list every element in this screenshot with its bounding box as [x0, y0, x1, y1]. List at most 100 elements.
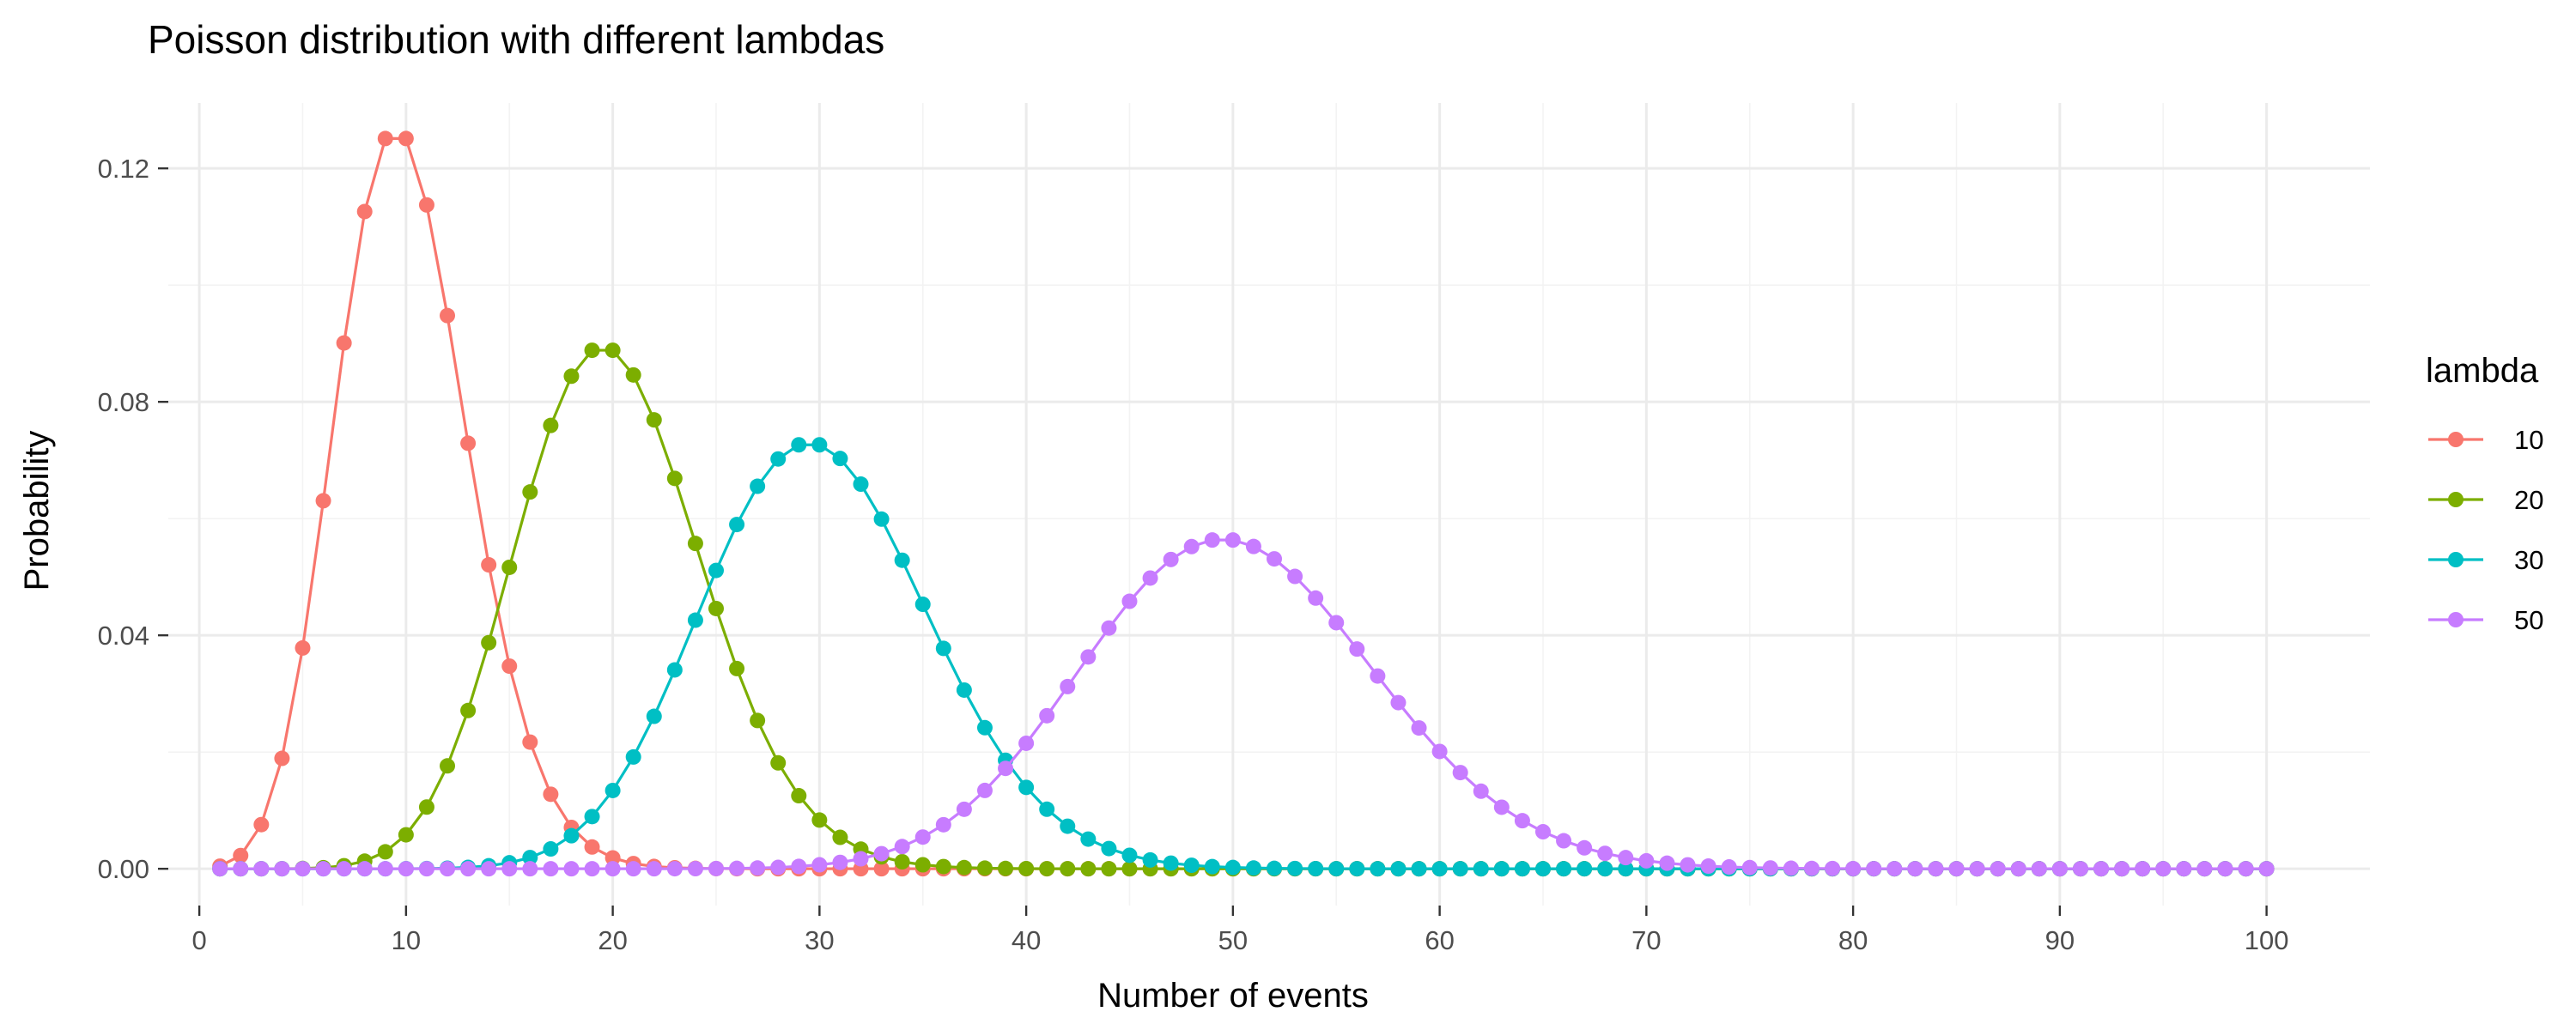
- data-point-lambda-30: [894, 552, 910, 568]
- data-point-lambda-50: [1948, 861, 1965, 877]
- data-point-lambda-50: [1267, 551, 1283, 567]
- data-point-lambda-10: [356, 203, 373, 220]
- data-point-lambda-20: [1060, 861, 1076, 877]
- data-point-lambda-50: [1018, 735, 1035, 751]
- x-tick-label: 100: [2245, 925, 2289, 955]
- data-point-lambda-20: [770, 754, 787, 771]
- chart-title: Poisson distribution with different lamb…: [148, 17, 884, 62]
- data-point-lambda-50: [1783, 860, 1799, 876]
- data-point-lambda-30: [873, 511, 890, 527]
- x-tick-label: 10: [392, 925, 421, 955]
- y-tick-label: 0.12: [98, 154, 149, 184]
- data-point-lambda-50: [1390, 694, 1406, 711]
- data-point-lambda-50: [894, 839, 910, 855]
- data-point-lambda-20: [440, 758, 456, 774]
- data-point-lambda-10: [522, 734, 538, 750]
- x-tick-label: 70: [1631, 925, 1661, 955]
- data-point-lambda-50: [315, 861, 331, 877]
- legend-label: 30: [2514, 545, 2543, 575]
- data-point-lambda-50: [832, 854, 848, 870]
- data-point-lambda-50: [1452, 765, 1468, 781]
- data-point-lambda-20: [998, 860, 1014, 876]
- y-tick-label: 0.08: [98, 387, 149, 417]
- data-point-lambda-10: [398, 130, 414, 147]
- data-point-lambda-30: [1080, 831, 1097, 847]
- data-point-lambda-30: [1142, 851, 1158, 868]
- x-tick-label: 80: [1838, 925, 1868, 955]
- data-point-lambda-30: [1121, 847, 1138, 863]
- data-point-lambda-20: [666, 470, 683, 487]
- data-point-lambda-10: [295, 639, 311, 656]
- data-point-lambda-30: [563, 827, 580, 844]
- data-point-lambda-50: [398, 861, 414, 877]
- data-point-lambda-50: [1845, 861, 1862, 877]
- data-point-lambda-50: [377, 861, 393, 877]
- data-point-lambda-10: [253, 816, 270, 833]
- data-point-lambda-50: [274, 861, 290, 877]
- data-point-lambda-10: [501, 658, 518, 675]
- data-point-lambda-50: [687, 861, 703, 877]
- axis-ticks: 0 10 20 30 40 50 60 70 80 90 100 0.00 0.04 0.08 0.12: [98, 154, 2289, 955]
- data-point-lambda-30: [708, 562, 724, 579]
- data-point-lambda-50: [522, 861, 538, 877]
- data-point-lambda-50: [935, 816, 951, 833]
- legend-key-point: [2448, 432, 2464, 447]
- x-tick-label: 40: [1012, 925, 1041, 955]
- data-point-lambda-50: [1990, 861, 2006, 877]
- x-tick-label: 50: [1218, 925, 1248, 955]
- data-point-lambda-30: [1349, 861, 1365, 877]
- data-point-lambda-10: [315, 493, 331, 509]
- data-point-lambda-50: [1493, 799, 1510, 815]
- data-point-lambda-20: [377, 844, 393, 860]
- data-point-lambda-50: [1535, 824, 1551, 840]
- data-point-lambda-50: [2051, 861, 2068, 877]
- series-lambda-50: [212, 532, 2275, 877]
- data-point-lambda-30: [584, 809, 600, 825]
- data-point-lambda-50: [1825, 860, 1841, 876]
- data-point-lambda-50: [1473, 783, 1489, 799]
- data-point-lambda-20: [605, 342, 621, 359]
- data-point-lambda-50: [543, 861, 559, 877]
- data-point-lambda-50: [418, 861, 434, 877]
- legend-title: lambda: [2426, 352, 2539, 390]
- data-point-lambda-30: [976, 719, 993, 736]
- data-point-lambda-50: [1039, 707, 1055, 724]
- data-point-lambda-20: [418, 799, 434, 815]
- data-point-lambda-50: [501, 861, 518, 877]
- data-point-lambda-50: [1638, 852, 1655, 869]
- data-point-lambda-20: [1121, 861, 1138, 877]
- series-lambda-30: [212, 437, 2275, 877]
- data-point-lambda-50: [976, 782, 993, 798]
- data-point-lambda-30: [832, 451, 848, 467]
- y-axis-title: Probability: [18, 431, 56, 591]
- data-point-lambda-30: [543, 841, 559, 857]
- data-point-lambda-50: [2238, 861, 2254, 877]
- data-point-lambda-50: [1224, 532, 1241, 548]
- y-tick-label: 0.04: [98, 621, 149, 651]
- data-point-lambda-20: [522, 484, 538, 500]
- data-point-lambda-10: [605, 850, 621, 866]
- data-point-lambda-30: [1535, 861, 1551, 877]
- data-point-lambda-50: [1741, 859, 1758, 876]
- data-point-lambda-50: [1700, 858, 1716, 875]
- data-point-lambda-30: [1370, 861, 1386, 877]
- data-point-lambda-50: [853, 851, 869, 867]
- data-point-lambda-30: [1431, 861, 1448, 877]
- data-point-lambda-50: [212, 861, 228, 877]
- data-point-lambda-50: [1349, 641, 1365, 657]
- data-point-lambda-50: [1287, 568, 1303, 585]
- data-point-lambda-30: [1060, 818, 1076, 834]
- data-point-lambda-50: [253, 861, 270, 877]
- data-point-lambda-50: [460, 861, 477, 877]
- data-point-lambda-30: [1224, 859, 1241, 876]
- data-point-lambda-30: [1101, 840, 1117, 857]
- data-point-lambda-50: [1163, 551, 1179, 567]
- data-point-lambda-30: [687, 612, 703, 628]
- data-point-lambda-30: [750, 478, 766, 494]
- data-point-lambda-10: [377, 130, 393, 147]
- legend-item-10: 10: [2428, 425, 2543, 455]
- data-point-lambda-50: [1556, 833, 1572, 849]
- data-point-lambda-50: [440, 861, 456, 877]
- data-point-lambda-50: [2196, 861, 2213, 877]
